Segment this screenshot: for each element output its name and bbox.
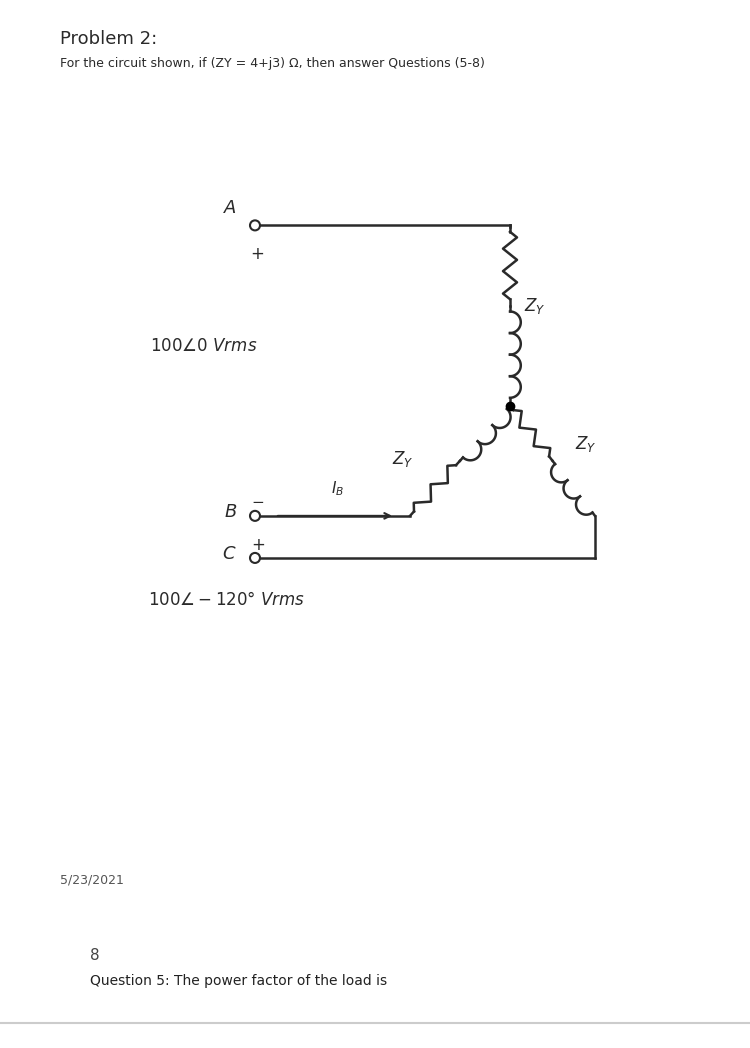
Text: $B$: $B$ (224, 503, 237, 521)
Circle shape (250, 510, 260, 521)
Text: $-$: $-$ (251, 493, 265, 508)
Text: 5/23/2021: 5/23/2021 (60, 873, 124, 887)
Text: $Z_Y$: $Z_Y$ (524, 296, 545, 315)
Circle shape (250, 553, 260, 563)
Text: +: + (251, 536, 265, 554)
Text: $100\angle0\ Vrms$: $100\angle0\ Vrms$ (150, 336, 257, 354)
Text: For the circuit shown, if (ZY = 4+j3) Ω, then answer Questions (5-8): For the circuit shown, if (ZY = 4+j3) Ω,… (60, 57, 485, 70)
Text: 8: 8 (90, 947, 100, 963)
Text: Problem 2:: Problem 2: (60, 30, 158, 48)
Text: $Z_Y$: $Z_Y$ (574, 434, 596, 454)
Text: Question 5: The power factor of the load is: Question 5: The power factor of the load… (90, 974, 387, 988)
Text: $Z_Y$: $Z_Y$ (392, 449, 414, 468)
Circle shape (250, 220, 260, 231)
Text: $100\angle -120°\ Vrms$: $100\angle -120°\ Vrms$ (148, 591, 305, 609)
Text: $C$: $C$ (223, 545, 237, 563)
Bar (0, 907, 750, 1023)
Text: +: + (250, 245, 264, 263)
Text: $I_B$: $I_B$ (331, 479, 344, 498)
Text: $A$: $A$ (223, 199, 237, 217)
